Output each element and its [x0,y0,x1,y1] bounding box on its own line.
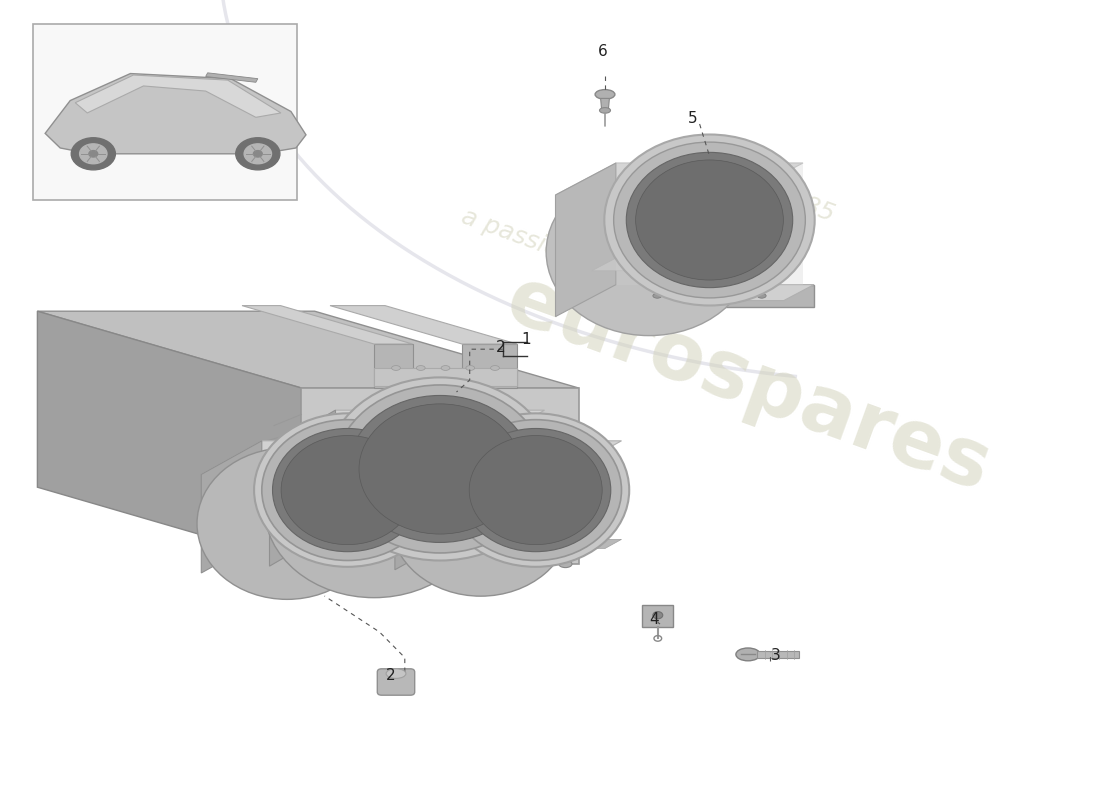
Polygon shape [37,311,301,564]
Polygon shape [556,163,616,317]
Text: 1: 1 [521,333,530,347]
Polygon shape [556,163,803,195]
Ellipse shape [349,395,531,542]
Polygon shape [374,368,517,386]
Ellipse shape [736,648,760,661]
Ellipse shape [757,294,766,298]
Ellipse shape [336,385,544,553]
Text: eurospares: eurospares [495,260,1001,508]
FancyBboxPatch shape [377,669,415,695]
Ellipse shape [461,429,610,552]
Polygon shape [301,388,579,564]
Circle shape [235,138,279,170]
Polygon shape [270,410,544,449]
Text: 2: 2 [496,341,505,355]
Text: 3: 3 [771,649,780,663]
Ellipse shape [197,448,377,599]
Circle shape [253,150,262,157]
Circle shape [79,144,107,164]
Ellipse shape [600,107,610,113]
Ellipse shape [466,366,475,370]
Polygon shape [330,306,517,344]
Ellipse shape [559,560,572,568]
Ellipse shape [326,378,554,561]
Circle shape [89,150,98,157]
Text: 6: 6 [598,45,607,59]
Ellipse shape [491,366,499,370]
Polygon shape [45,74,306,154]
Text: 5: 5 [689,111,697,126]
Polygon shape [37,311,579,388]
Ellipse shape [386,669,406,678]
Polygon shape [201,441,433,474]
Ellipse shape [450,420,622,561]
Ellipse shape [614,142,805,298]
Polygon shape [395,441,450,570]
Circle shape [244,144,272,164]
Ellipse shape [636,160,783,280]
Polygon shape [395,441,622,471]
Ellipse shape [254,414,441,567]
Text: a passion for parts: a passion for parts [459,205,685,307]
Polygon shape [433,539,622,549]
Polygon shape [592,258,803,270]
Polygon shape [374,344,412,388]
Polygon shape [642,605,673,627]
Polygon shape [616,163,803,285]
Ellipse shape [604,134,815,306]
Polygon shape [282,547,311,575]
Ellipse shape [653,294,662,298]
Ellipse shape [390,445,571,596]
Text: since 1985: since 1985 [702,158,838,226]
Ellipse shape [392,366,400,370]
Polygon shape [316,528,544,539]
Polygon shape [201,441,262,573]
Ellipse shape [626,152,793,288]
Text: 2: 2 [386,669,395,683]
Ellipse shape [442,414,629,567]
Ellipse shape [273,429,422,552]
Ellipse shape [595,90,615,99]
Polygon shape [757,651,799,658]
Ellipse shape [416,366,425,370]
Ellipse shape [470,435,602,545]
Polygon shape [242,306,412,344]
Polygon shape [601,98,609,110]
Text: 4: 4 [650,613,659,627]
Ellipse shape [546,168,752,336]
Ellipse shape [441,366,450,370]
Ellipse shape [282,435,414,545]
Polygon shape [206,73,257,82]
Ellipse shape [264,417,484,598]
Ellipse shape [359,404,521,534]
Polygon shape [462,344,517,388]
Polygon shape [270,410,336,566]
Ellipse shape [262,420,433,561]
Polygon shape [575,285,814,301]
Polygon shape [605,285,814,307]
Polygon shape [75,75,280,118]
Ellipse shape [652,611,662,619]
Circle shape [72,138,116,170]
Bar [33,24,297,200]
Polygon shape [243,539,433,550]
